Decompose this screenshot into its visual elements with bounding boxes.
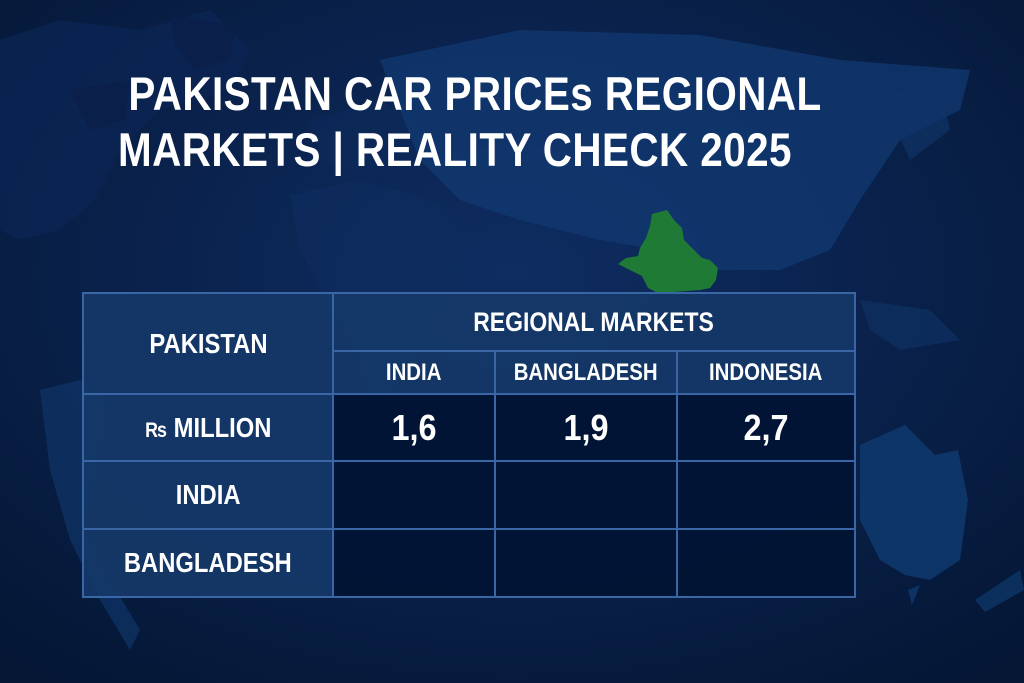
rupee-icon: ₨ [144, 418, 167, 442]
price-comparison-table: PAKISTAN REGIONAL MARKETS INDIA BANGLADE… [82, 292, 856, 598]
value-cell: 1,9 [494, 393, 678, 462]
value-cell [332, 528, 496, 598]
value-cell [494, 460, 678, 530]
table-row: ₨ MILLION 1,6 1,9 2,7 [82, 393, 856, 462]
title-line-2: MARKETS | REALITY CHECK 2025 [118, 123, 792, 176]
group-header-label: REGIONAL MARKETS [473, 306, 715, 337]
value-cell [676, 528, 856, 598]
pakistan-map-icon [618, 210, 718, 292]
page-title: PAKISTAN CAR PRICEs REGIONAL MARKETS | R… [118, 66, 822, 178]
row-header-india: INDIA [82, 460, 334, 530]
north-america-shape [0, 10, 250, 240]
group-header-cell: REGIONAL MARKETS [332, 292, 856, 352]
title-line-1: PAKISTAN CAR PRICEs REGIONAL [128, 67, 822, 120]
column-header-bangladesh: BANGLADESH [494, 350, 678, 395]
value-cell [676, 460, 856, 530]
south-america-shape [40, 380, 140, 650]
value-cell [494, 528, 678, 598]
value-cell: 2,7 [676, 393, 856, 462]
value-cell: 1,6 [332, 393, 496, 462]
australia-shape [860, 425, 968, 580]
table-row: INDIA [82, 460, 856, 530]
corner-header-cell: PAKISTAN [82, 292, 334, 395]
row-header-bangladesh: BANGLADESH [82, 528, 334, 598]
column-header-india: INDIA [332, 350, 496, 395]
eurasia-shape [380, 30, 970, 270]
value-cell [332, 460, 496, 530]
column-header-indonesia: INDONESIA [676, 350, 856, 395]
table-row: BANGLADESH [82, 528, 856, 598]
corner-label: PAKISTAN [148, 327, 268, 359]
row-header-rs-million: ₨ MILLION [82, 393, 334, 462]
